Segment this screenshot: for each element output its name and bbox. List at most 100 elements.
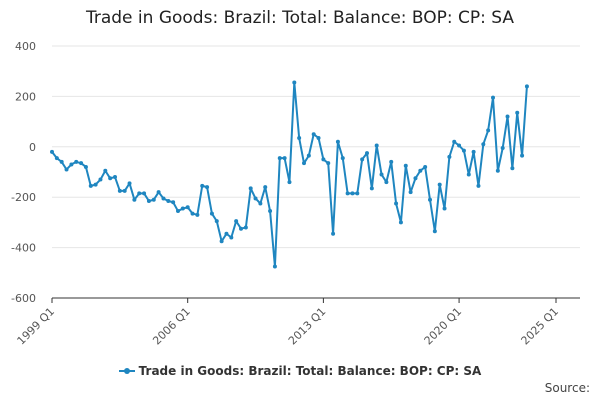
data-point: [360, 157, 365, 162]
data-point: [98, 177, 103, 182]
data-point: [282, 156, 287, 161]
data-point: [442, 206, 447, 211]
data-point: [214, 219, 219, 224]
data-point: [146, 198, 151, 203]
data-point: [331, 231, 336, 236]
data-point: [515, 110, 520, 115]
data-point: [297, 135, 302, 140]
data-point: [190, 211, 195, 216]
data-point: [292, 80, 297, 85]
data-point: [64, 167, 69, 172]
series-group: [50, 80, 529, 269]
data-point: [302, 161, 306, 166]
data-point: [326, 161, 331, 166]
data-point: [224, 231, 229, 236]
data-point: [510, 166, 515, 171]
data-point: [481, 142, 486, 147]
data-point: [486, 128, 491, 133]
legend-label: Trade in Goods: Brazil: Total: Balance: …: [138, 364, 482, 378]
data-point: [113, 175, 117, 180]
data-point: [505, 114, 510, 119]
data-point: [258, 201, 263, 206]
data-point: [205, 185, 210, 190]
data-point: [79, 161, 84, 166]
y-tick-label: -400: [11, 242, 36, 255]
data-point: [394, 201, 399, 206]
x-tick-label: 1999 Q1: [15, 305, 58, 348]
data-point: [287, 180, 292, 185]
y-axis: 400 200 0 -200 -400 -600: [11, 40, 36, 305]
data-point: [185, 205, 190, 210]
data-point: [418, 168, 423, 173]
data-point: [403, 163, 408, 168]
data-point: [461, 148, 466, 153]
data-point: [239, 226, 243, 231]
data-point: [69, 162, 74, 167]
data-point: [50, 149, 54, 154]
data-point: [408, 190, 413, 195]
data-point: [74, 159, 79, 164]
data-point: [132, 197, 137, 202]
x-tick-label: 2025 Q1: [519, 305, 562, 348]
data-point: [476, 183, 481, 188]
series-line: [51, 81, 528, 268]
data-point: [151, 197, 156, 202]
data-point: [471, 149, 476, 154]
chart-title: Trade in Goods: Brazil: Total: Balance: …: [85, 8, 515, 28]
data-point: [93, 182, 98, 187]
y-tick-label: 200: [15, 90, 36, 103]
data-point: [137, 191, 142, 196]
data-point: [142, 191, 147, 196]
data-point: [374, 143, 379, 148]
data-point: [180, 206, 185, 211]
x-axis: 1999 Q1 2006 Q1 2013 Q1 2020 Q1 2025 Q1: [15, 297, 580, 348]
y-tick-label: -600: [11, 292, 36, 305]
data-point: [306, 153, 311, 158]
data-point: [350, 191, 355, 196]
data-point: [161, 196, 166, 201]
x-tick-label: 2020 Q1: [422, 305, 465, 348]
data-point: [321, 157, 326, 162]
y-tick-label: 0: [29, 141, 36, 154]
data-point: [219, 239, 224, 244]
data-point: [243, 225, 248, 230]
y-tick-label: -200: [11, 191, 36, 204]
data-point: [156, 190, 161, 195]
data-point: [54, 156, 59, 161]
data-point: [268, 209, 273, 214]
data-point: [437, 182, 442, 187]
data-point: [176, 209, 180, 214]
legend: Trade in Goods: Brazil: Total: Balance: …: [0, 364, 600, 378]
gridlines: [52, 45, 580, 299]
data-point: [234, 219, 239, 224]
data-point: [447, 154, 452, 159]
data-point: [171, 200, 176, 205]
data-point: [229, 235, 234, 240]
data-point: [316, 135, 321, 140]
data-point: [369, 186, 374, 191]
data-point: [389, 159, 394, 164]
y-tick-label: 400: [15, 40, 36, 53]
x-tick-label: 2013 Q1: [286, 305, 329, 348]
data-point: [423, 164, 428, 169]
data-point: [379, 172, 384, 177]
data-point: [272, 264, 277, 269]
data-point: [248, 186, 253, 191]
data-point: [117, 188, 122, 193]
data-point: [365, 151, 369, 156]
data-point: [398, 220, 403, 225]
source-label: Source:: [544, 381, 590, 395]
data-point: [103, 168, 108, 173]
data-point: [340, 156, 345, 161]
data-point: [495, 168, 500, 173]
data-point: [491, 95, 495, 100]
data-point: [122, 188, 127, 193]
data-point: [88, 183, 93, 188]
data-point: [384, 180, 389, 185]
data-point: [253, 196, 258, 201]
legend-line-marker-icon: [118, 365, 135, 377]
data-point: [345, 191, 350, 196]
data-point: [311, 132, 316, 137]
data-point: [466, 172, 471, 177]
